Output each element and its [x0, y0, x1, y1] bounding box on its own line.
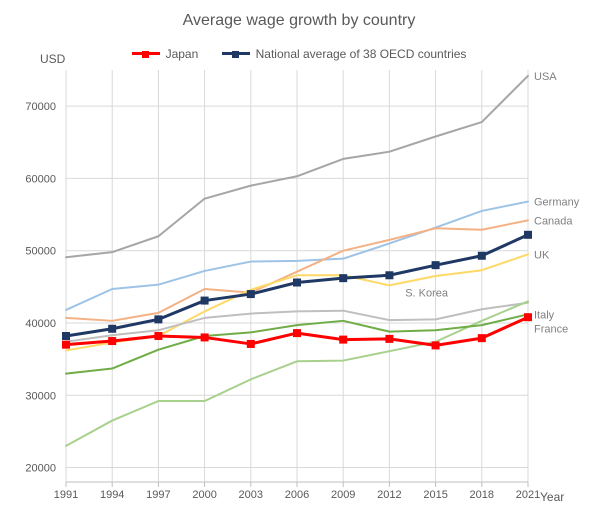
x-tick-label: 2006	[285, 489, 309, 501]
y-tick-label: 60000	[25, 173, 56, 185]
series-label-france: France	[534, 324, 568, 336]
marker-oecd	[247, 291, 254, 298]
marker-oecd	[386, 272, 393, 279]
legend: Japan National average of 38 OECD countr…	[0, 44, 598, 61]
marker-oecd	[478, 252, 485, 259]
marker-oecd	[63, 332, 70, 339]
series-label-skorea: S. Korea	[405, 287, 449, 299]
x-tick-label: 2009	[331, 489, 355, 501]
marker-japan	[432, 342, 439, 349]
x-tick-label: 2021	[516, 489, 540, 501]
legend-item-japan: Japan	[132, 47, 199, 61]
marker-japan	[63, 341, 70, 348]
y-tick-label: 40000	[25, 318, 56, 330]
y-tick-label: 30000	[25, 390, 56, 402]
marker-japan	[386, 335, 393, 342]
series-label-italy: Italy	[534, 309, 555, 321]
marker-oecd	[340, 275, 347, 282]
marker-oecd	[294, 279, 301, 286]
series-label-usa: USA	[534, 71, 557, 83]
x-tick-label: 1994	[100, 489, 124, 501]
x-tick-label: 2003	[239, 489, 263, 501]
marker-japan	[525, 314, 532, 321]
wage-growth-chart: Average wage growth by country Japan Nat…	[0, 0, 598, 519]
x-tick-label: 1991	[54, 489, 78, 501]
marker-oecd	[525, 231, 532, 238]
marker-japan	[340, 336, 347, 343]
marker-japan	[155, 332, 162, 339]
plot-area: 1991 1994 1997 2000 2003 2006 2009 2012 2015 2018…	[0, 0, 598, 519]
marker-oecd	[109, 325, 116, 332]
marker-oecd	[201, 297, 208, 304]
y-tick-label: 20000	[25, 463, 56, 475]
marker-oecd	[432, 262, 439, 269]
x-tick-label: 2000	[192, 489, 216, 501]
x-tick-label: 1997	[146, 489, 170, 501]
legend-swatch-oecd	[222, 52, 250, 55]
marker-japan	[109, 338, 116, 345]
marker-japan	[247, 340, 254, 347]
x-axis-label: Year	[540, 490, 564, 504]
series-label-germany: Germany	[534, 197, 580, 209]
marker-oecd	[155, 316, 162, 323]
legend-label-oecd: National average of 38 OECD countries	[256, 47, 467, 61]
legend-label-japan: Japan	[166, 47, 199, 61]
y-tick-label: 50000	[25, 246, 56, 258]
chart-title: Average wage growth by country	[0, 12, 598, 30]
y-axis-label: USD	[40, 52, 65, 66]
marker-japan	[294, 330, 301, 337]
x-tick-label: 2015	[423, 489, 447, 501]
x-tick-label: 2018	[470, 489, 494, 501]
y-tick-label: 70000	[25, 101, 56, 113]
series-label-canada: Canada	[534, 215, 573, 227]
legend-swatch-japan	[132, 52, 160, 55]
marker-japan	[478, 335, 485, 342]
marker-japan	[201, 334, 208, 341]
series-label-uk: UK	[534, 249, 550, 261]
legend-item-oecd: National average of 38 OECD countries	[222, 47, 467, 61]
x-tick-label: 2012	[377, 489, 401, 501]
